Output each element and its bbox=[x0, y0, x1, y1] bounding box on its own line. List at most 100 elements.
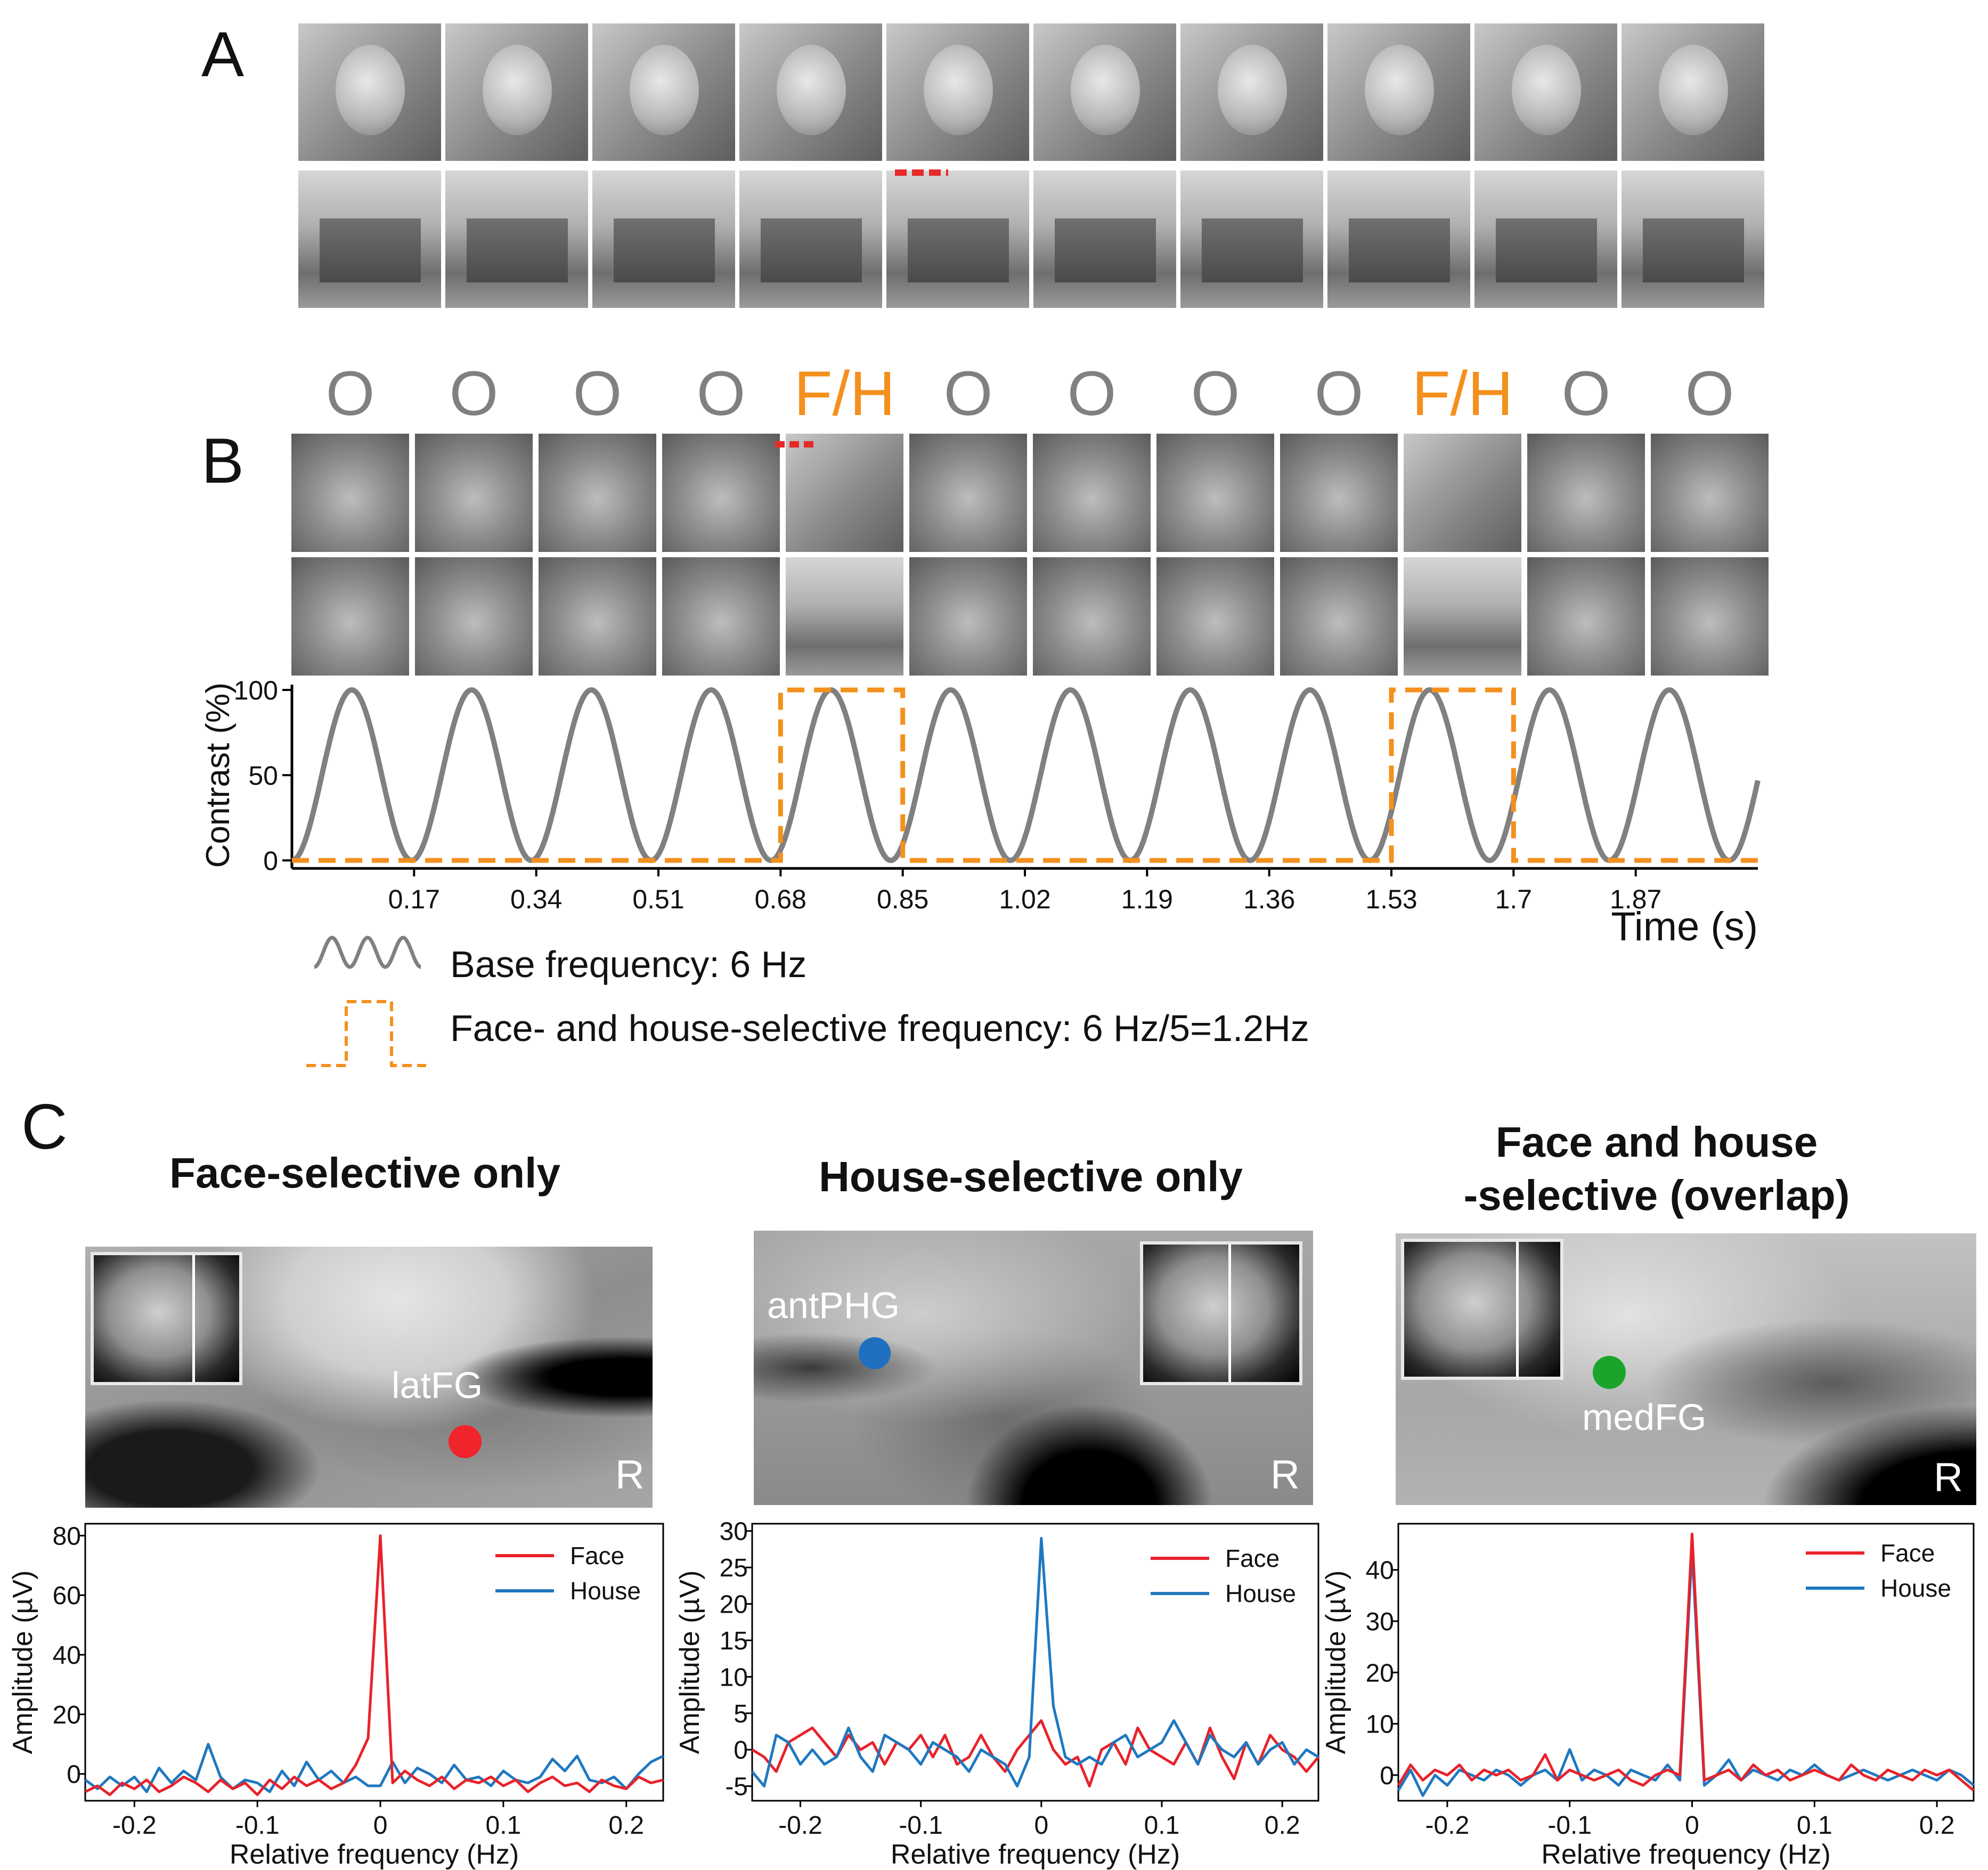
hemisphere-label: R bbox=[1934, 1455, 1963, 1500]
face-silhouette bbox=[1659, 45, 1728, 135]
house-stimulus-image bbox=[785, 556, 905, 677]
object-label: O bbox=[1067, 359, 1117, 429]
y-tick-label: 0 bbox=[734, 1736, 748, 1765]
legend-label: Face bbox=[570, 1542, 624, 1570]
x-tick-label: 0.2 bbox=[1919, 1811, 1955, 1840]
object-label: O bbox=[1191, 359, 1240, 429]
house-silhouette bbox=[614, 218, 715, 282]
y-tick-label: 0 bbox=[1380, 1762, 1394, 1790]
legend-label: Face bbox=[1880, 1539, 1935, 1567]
y-axis-title: Amplitude (µV) bbox=[674, 1571, 705, 1754]
region-label-medfg: medFG bbox=[1582, 1396, 1707, 1438]
object-stimulus-image bbox=[1526, 433, 1646, 553]
y-tick-label: 20 bbox=[53, 1701, 81, 1729]
region-title-overlap-line1: Face and house bbox=[1495, 1118, 1818, 1166]
object-label: O bbox=[449, 359, 499, 429]
region-label-latfg: latFG bbox=[392, 1364, 483, 1406]
x-tick-label: 0.2 bbox=[1265, 1811, 1300, 1840]
x-tick-label: 0.17 bbox=[388, 884, 440, 914]
x-axis-title: Relative frequency (Hz) bbox=[891, 1839, 1180, 1870]
object-stimulus-image bbox=[290, 556, 410, 677]
y-axis-title: Amplitude (µV) bbox=[1321, 1571, 1351, 1754]
y-tick-label: 0 bbox=[67, 1761, 81, 1789]
house-silhouette bbox=[1202, 218, 1303, 282]
object-stimulus-image bbox=[537, 556, 657, 677]
face-stimulus-image bbox=[1032, 22, 1177, 162]
object-stimulus-image bbox=[661, 556, 781, 677]
object-stimulus-image bbox=[414, 433, 534, 553]
house-silhouette bbox=[1055, 218, 1156, 282]
house-stimulus-image bbox=[297, 169, 442, 309]
hemisphere-label: R bbox=[1270, 1452, 1300, 1498]
face-stimulus-image bbox=[1179, 22, 1324, 162]
brain-inset-sagittal bbox=[1140, 1241, 1302, 1385]
house-silhouette bbox=[320, 218, 421, 282]
object-label: O bbox=[1314, 359, 1364, 429]
x-tick-label: -0.1 bbox=[1547, 1811, 1592, 1840]
y-tick-label: 60 bbox=[53, 1582, 81, 1610]
face-stimulus-image bbox=[444, 22, 589, 162]
house-silhouette bbox=[908, 218, 1009, 282]
legend-label: House bbox=[570, 1577, 641, 1605]
y-tick-label: 10 bbox=[1366, 1711, 1394, 1739]
object-label: O bbox=[943, 359, 993, 429]
x-tick-label: 0.85 bbox=[877, 884, 928, 914]
x-tick-label: 0.1 bbox=[486, 1811, 522, 1840]
region-title-house: House-selective only bbox=[819, 1153, 1243, 1200]
object-stimulus-image bbox=[1032, 556, 1152, 677]
face-stimulus-image bbox=[1403, 433, 1522, 553]
face-house-label: F/H bbox=[1412, 359, 1513, 429]
x-tick-label: -0.2 bbox=[112, 1811, 157, 1840]
y-axis-title: Amplitude (µV) bbox=[7, 1571, 38, 1754]
object-stimulus-image bbox=[1650, 556, 1770, 677]
x-tick-label: 1.02 bbox=[999, 884, 1050, 914]
electrode-dot-antphg bbox=[859, 1337, 891, 1369]
house-silhouette bbox=[467, 218, 568, 282]
hemisphere-label: R bbox=[615, 1452, 645, 1498]
object-stimulus-image bbox=[414, 556, 534, 677]
y-tick-label: 5 bbox=[734, 1700, 748, 1728]
highlight-marker bbox=[775, 441, 813, 448]
object-label: O bbox=[696, 359, 746, 429]
y-tick-label: 80 bbox=[53, 1522, 81, 1550]
face-silhouette bbox=[777, 45, 846, 135]
legend-label: House bbox=[1880, 1574, 1951, 1602]
legend-base-frequency: Base frequency: 6 Hz bbox=[450, 944, 807, 985]
highlight-marker bbox=[895, 169, 948, 176]
house-stimulus-image bbox=[738, 169, 883, 309]
face-stimulus-image bbox=[738, 22, 883, 162]
spectrum-chart: -0.2 -0.1 0 0.1 0.2 0 10 20 30 40 Relative frequen… bbox=[1321, 1523, 1975, 1870]
brain-inset-sagittal bbox=[1401, 1239, 1563, 1380]
y-tick-label: 40 bbox=[1366, 1557, 1394, 1585]
x-tick-label: 0.51 bbox=[632, 884, 684, 914]
face-stimulus-image bbox=[1326, 22, 1471, 162]
selective-frequency-square bbox=[292, 687, 1758, 863]
x-tick-label: 0.68 bbox=[755, 884, 806, 914]
x-tick-label: -0.2 bbox=[1425, 1811, 1470, 1840]
face-silhouette bbox=[1218, 45, 1287, 135]
x-axis-title: Time (s) bbox=[1611, 904, 1758, 949]
y-tick-label: 0 bbox=[263, 846, 278, 876]
face-stimulus-image bbox=[785, 433, 905, 553]
legend-label: House bbox=[1225, 1580, 1296, 1607]
house-stimulus-image bbox=[1473, 169, 1618, 309]
legend-label: Face bbox=[1225, 1544, 1280, 1572]
face-series-line bbox=[751, 1719, 1319, 1788]
x-tick-label: -0.2 bbox=[778, 1811, 822, 1840]
brain-inset-sagittal bbox=[91, 1252, 242, 1385]
face-house-label: F/H bbox=[794, 359, 895, 429]
panel-label-a: A bbox=[201, 19, 245, 90]
y-tick-label: 20 bbox=[720, 1591, 748, 1619]
y-tick-label: 10 bbox=[720, 1663, 748, 1692]
face-series-line bbox=[84, 1534, 664, 1796]
object-stimulus-image bbox=[1155, 433, 1275, 553]
x-tick-label: 1.19 bbox=[1121, 884, 1173, 914]
x-tick-label: 1.87 bbox=[1610, 884, 1661, 914]
face-stimulus-image bbox=[885, 22, 1030, 162]
object-label: O bbox=[325, 359, 375, 429]
panel-label-c: C bbox=[21, 1091, 68, 1162]
region-label-antphg: antPHG bbox=[767, 1284, 900, 1326]
